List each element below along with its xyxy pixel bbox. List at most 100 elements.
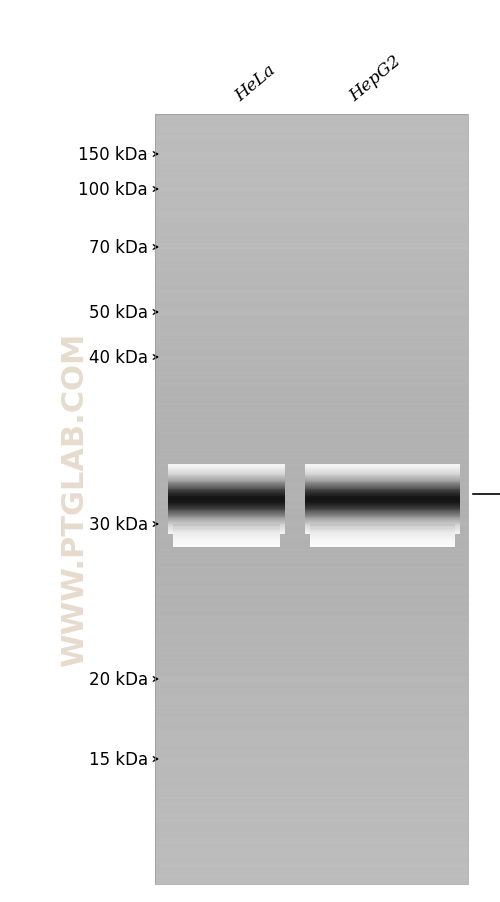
Bar [155, 345, 468, 347]
Bar [155, 830, 468, 833]
Bar [155, 676, 468, 677]
Bar [155, 311, 468, 313]
Bar [155, 536, 468, 538]
Bar [155, 401, 468, 403]
Bar [155, 761, 468, 763]
Bar [155, 213, 468, 215]
Bar [155, 857, 468, 859]
Bar [155, 363, 468, 364]
Bar [155, 840, 468, 842]
Bar [155, 624, 468, 626]
Bar [155, 124, 468, 126]
Bar [155, 265, 468, 267]
Bar [155, 665, 468, 667]
Bar [155, 690, 468, 692]
Bar [155, 592, 468, 594]
Bar [155, 172, 468, 174]
Bar [155, 753, 468, 755]
Bar [155, 522, 468, 523]
Bar [155, 299, 468, 301]
Bar [155, 699, 468, 702]
Bar [155, 611, 468, 612]
Bar [155, 347, 468, 349]
Bar [155, 318, 468, 320]
Bar [155, 288, 468, 290]
Bar [155, 556, 468, 557]
Bar [173, 536, 280, 537]
Bar [155, 305, 468, 308]
Bar [155, 697, 468, 699]
Bar [155, 757, 468, 759]
Bar [155, 437, 468, 440]
Bar [155, 676, 468, 678]
Bar [155, 778, 468, 780]
Bar [155, 226, 468, 228]
Bar [155, 338, 468, 340]
Bar [155, 511, 468, 513]
Bar [173, 532, 280, 534]
Bar [155, 411, 468, 413]
Bar [155, 527, 468, 528]
Bar [173, 545, 280, 547]
Bar [155, 381, 468, 382]
Bar [155, 653, 468, 655]
Bar [155, 207, 468, 209]
Bar [155, 760, 468, 761]
Bar [155, 215, 468, 216]
Bar [173, 531, 280, 532]
Bar [155, 738, 468, 740]
Bar [155, 201, 468, 203]
Bar [155, 826, 468, 828]
Bar [155, 154, 468, 155]
Bar [155, 451, 468, 454]
Bar [155, 145, 468, 148]
Bar [155, 142, 468, 143]
Bar [155, 419, 468, 420]
Bar [155, 498, 468, 500]
Bar [155, 539, 468, 542]
Text: 40 kDa: 40 kDa [89, 348, 148, 366]
Bar [155, 165, 468, 167]
Bar [155, 527, 468, 529]
Bar [155, 157, 468, 159]
Bar [173, 530, 280, 531]
Bar [155, 436, 468, 437]
Bar [155, 495, 468, 498]
Bar [310, 532, 455, 534]
Bar [155, 244, 468, 245]
Bar [155, 400, 468, 401]
Bar [155, 473, 468, 474]
Bar [155, 225, 468, 226]
Bar [173, 527, 280, 528]
Bar [155, 196, 468, 198]
Bar [155, 157, 468, 159]
Bar [155, 850, 468, 851]
Bar [155, 523, 468, 524]
Bar [155, 609, 468, 611]
Bar [155, 143, 468, 145]
Bar [155, 301, 468, 303]
Bar [155, 357, 468, 358]
Bar [155, 471, 468, 473]
Bar [155, 456, 468, 457]
Bar [155, 667, 468, 668]
Bar [155, 519, 468, 520]
Bar [155, 602, 468, 603]
Bar [155, 548, 468, 549]
Bar [173, 547, 280, 548]
Bar [155, 255, 468, 257]
Bar [155, 750, 468, 751]
Bar [155, 578, 468, 580]
Bar [155, 872, 468, 874]
Bar [155, 230, 468, 232]
Bar [155, 223, 468, 225]
Bar [155, 378, 468, 381]
Bar [155, 206, 468, 207]
Bar [155, 607, 468, 609]
Bar [155, 315, 468, 316]
Bar [155, 440, 468, 442]
Bar [155, 190, 468, 191]
Bar [155, 398, 468, 400]
Bar [155, 474, 468, 476]
Bar [155, 575, 468, 576]
